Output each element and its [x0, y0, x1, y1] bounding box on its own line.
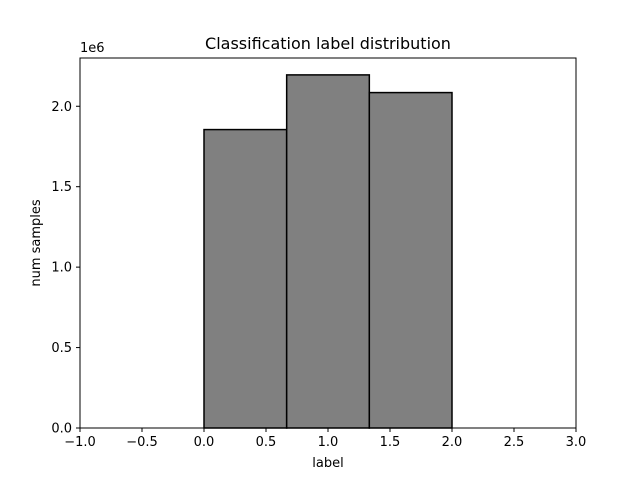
histogram-bar-0 [203, 128, 288, 429]
x-axis: −1.0 −0.5 0.0 0.5 1.0 1.5 2.0 2.5 3.0 [64, 428, 586, 450]
chart-title: Classification label distribution [205, 34, 451, 53]
x-axis-label: label [312, 456, 343, 471]
histogram-bar-2 [368, 91, 453, 429]
y-tick-label: 0.5 [51, 341, 72, 356]
bars-layer [203, 74, 453, 429]
y-axis-offset-label: 1e6 [80, 41, 105, 56]
histogram-bar-1 [285, 74, 371, 429]
x-tick-label: 0.5 [256, 435, 277, 450]
x-tick-label: 3.0 [566, 435, 587, 450]
y-tick-label: 1.0 [51, 261, 72, 276]
x-tick-label: −0.5 [126, 435, 158, 450]
x-tick-label: 0.0 [194, 435, 215, 450]
y-tick-label: 0.0 [51, 422, 72, 437]
x-tick-label: 1.5 [380, 435, 401, 450]
y-tick-label: 2.0 [51, 100, 72, 115]
x-tick-label: 2.0 [442, 435, 463, 450]
y-axis-label: num samples [29, 199, 44, 287]
y-tick-label: 1.5 [51, 180, 72, 195]
x-tick-label: 2.5 [504, 435, 525, 450]
x-tick-label: −1.0 [64, 435, 96, 450]
x-tick-label: 1.0 [318, 435, 339, 450]
y-axis: 0.0 0.5 1.0 1.5 2.0 [51, 100, 80, 437]
